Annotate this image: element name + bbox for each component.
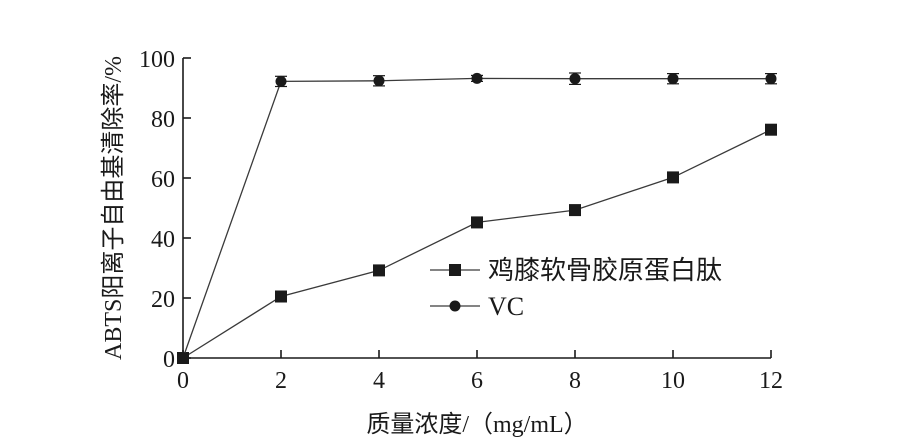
data-point-square	[275, 290, 287, 303]
x-tick-label: 0	[177, 368, 189, 394]
y-tick-label: 40	[151, 227, 175, 253]
x-ticks: 0 2 4 6 8 10 12	[177, 350, 783, 394]
data-point-square	[765, 123, 777, 136]
data-point-square	[373, 264, 385, 277]
series-square	[177, 123, 777, 364]
series-layer	[177, 72, 777, 364]
data-point-square	[667, 171, 679, 184]
data-point-square	[569, 204, 581, 217]
x-tick-label: 8	[569, 368, 581, 394]
axes	[182, 58, 771, 359]
data-point-circle	[471, 72, 483, 84]
y-axis-label: ABTS阳离子自由基清除率/%	[100, 56, 127, 360]
data-point-circle	[275, 75, 287, 87]
y-tick-label: 0	[163, 347, 175, 373]
data-point-circle	[177, 352, 189, 364]
data-point-square	[471, 216, 483, 229]
data-point-circle	[667, 73, 679, 85]
legend-marker-circle	[449, 300, 461, 312]
y-tick-label: 20	[151, 287, 175, 313]
series-line	[182, 129, 772, 359]
series-circle	[177, 72, 777, 364]
data-point-circle	[569, 73, 581, 85]
x-axis-label: 质量浓度/（mg/mL）	[366, 411, 587, 438]
legend-label: VC	[488, 292, 524, 321]
x-tick-label: 12	[759, 368, 783, 394]
x-tick-label: 4	[373, 368, 385, 394]
y-ticks: 0 20 40 60 80 100	[139, 47, 191, 373]
data-point-circle	[373, 75, 385, 87]
data-point-circle	[765, 73, 777, 85]
y-tick-label: 100	[139, 47, 175, 73]
x-tick-label: 6	[471, 368, 483, 394]
legend-marker-square	[449, 264, 461, 276]
x-tick-label: 2	[275, 368, 287, 394]
y-tick-label: 60	[151, 167, 175, 193]
y-tick-label: 80	[151, 107, 175, 133]
legend-label: 鸡膝软骨胶原蛋白肽	[488, 256, 722, 285]
legend: 鸡膝软骨胶原蛋白肽 VC	[430, 256, 722, 321]
x-tick-label: 10	[661, 368, 685, 394]
